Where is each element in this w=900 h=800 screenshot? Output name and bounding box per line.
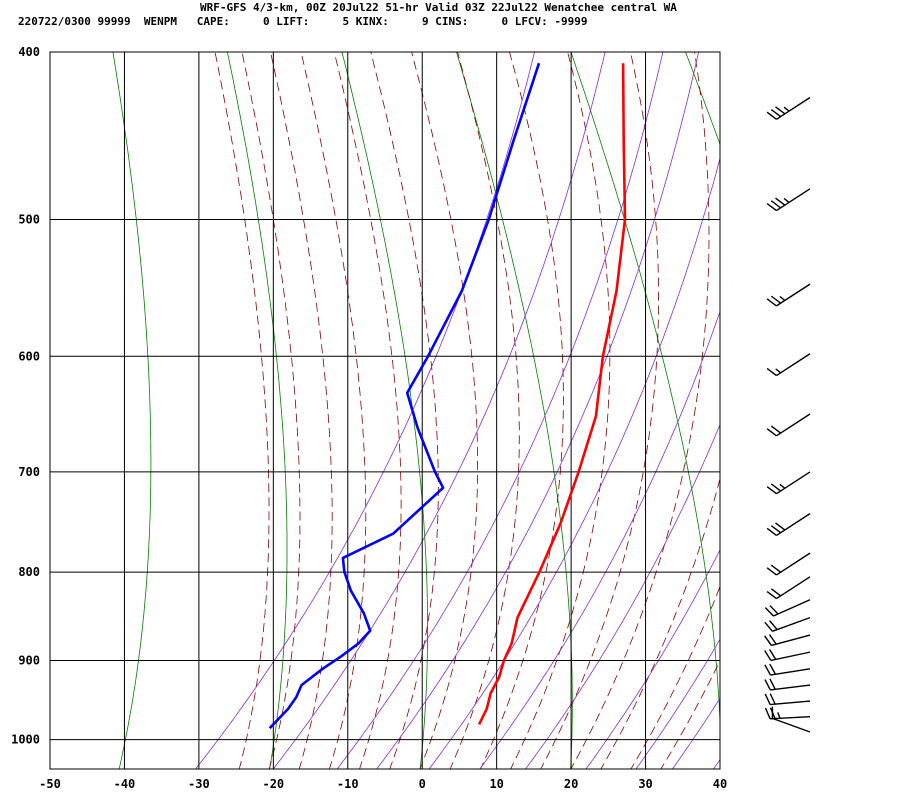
temperature-profile-line (477, 63, 627, 725)
mixing-ratio-line (428, 156, 720, 769)
dewpoint-profile-line (268, 62, 541, 730)
moist-adiabat-line (479, 52, 564, 769)
mixing-ratio-line (671, 697, 720, 769)
series-layer (268, 62, 627, 730)
mixing-ratio-line (195, 52, 535, 769)
dry-adiabat-line (226, 52, 288, 769)
moist-adiabat-line (300, 52, 367, 769)
dry-adiabat-line (570, 52, 720, 733)
wind-barbs (764, 96, 811, 733)
dry-adiabat-line (896, 14, 900, 784)
wind-barb (771, 706, 811, 733)
dry-adiabat-line (784, 14, 900, 784)
x-tick-label: -20 (262, 777, 284, 791)
wind-barb (766, 576, 811, 600)
wind-barb (764, 663, 811, 676)
x-tick-label: -40 (114, 777, 136, 791)
moist-adiabat-line (660, 659, 720, 769)
pressure-tick-label: 700 (18, 465, 40, 479)
wind-barb (766, 188, 811, 212)
chart-title: WRF-GFS 4/3-km, 00Z 20Jul22 51-hr Valid … (200, 1, 677, 14)
mixing-ratio-line (635, 638, 720, 769)
mixing-ratio-line (376, 52, 700, 769)
x-tick-label: -30 (188, 777, 210, 791)
wind-barb (764, 693, 811, 706)
pressure-tick-label: 800 (18, 565, 40, 579)
wind-barb (766, 353, 811, 377)
sounding-indices: 220722/0300 99999 WENPM CAPE: 0 LIFT: 5 … (18, 15, 588, 28)
moist-adiabat-line (449, 52, 520, 769)
moist-adiabat-line (570, 52, 710, 769)
moist-adiabat-line (510, 52, 611, 769)
x-tick-label: -50 (39, 777, 61, 791)
moist-adiabat-line (600, 477, 720, 769)
mixing-ratio-line (336, 52, 664, 769)
wind-barb (764, 616, 811, 632)
mixing-ratio-line (272, 52, 606, 769)
moist-adiabat-line (411, 52, 479, 769)
mixing-ratio-line (713, 758, 720, 769)
plot-frame (49, 51, 721, 770)
wind-barb (766, 471, 811, 495)
moist-adiabat-line (630, 585, 720, 769)
wind-barb (764, 649, 811, 662)
dry-adiabat-line (341, 52, 429, 769)
pressure-tick-label: 500 (18, 212, 40, 226)
wind-barb (764, 634, 811, 647)
moist-adiabat-line (241, 52, 301, 769)
wind-barb (766, 96, 811, 120)
dry-adiabat-line (112, 52, 152, 769)
x-tick-label: 30 (638, 777, 652, 791)
background-lines (112, 14, 900, 784)
x-tick-label: 20 (564, 777, 578, 791)
wind-barb (766, 513, 811, 536)
mixing-ratio-line (585, 549, 720, 769)
moist-adiabat-line (270, 52, 333, 769)
wind-barb (766, 413, 811, 437)
moist-adiabat-line (540, 52, 659, 769)
x-tick-label: -10 (337, 777, 359, 791)
pressure-tick-label: 400 (18, 45, 40, 59)
moist-adiabat-line (214, 52, 270, 769)
moist-adiabat-line (333, 52, 402, 769)
wind-barb (766, 283, 811, 307)
pressure-tick-label: 1000 (11, 733, 40, 747)
x-tick-label: 10 (489, 777, 503, 791)
x-tick-label: 0 (419, 777, 426, 791)
pressure-tick-label: 600 (18, 349, 40, 363)
mixing-ratio-line (525, 423, 720, 769)
pressure-tick-label: 900 (18, 654, 40, 668)
dry-adiabat-line (456, 52, 573, 769)
wind-barb (764, 678, 811, 691)
wind-barb (766, 552, 811, 576)
wind-barb (764, 599, 811, 617)
x-tick-label: 40 (713, 777, 727, 791)
tick-labels: -50 -40 -30 -20 -10 0 10 20 30 40 400 500 600 700 800 9… (11, 45, 727, 791)
